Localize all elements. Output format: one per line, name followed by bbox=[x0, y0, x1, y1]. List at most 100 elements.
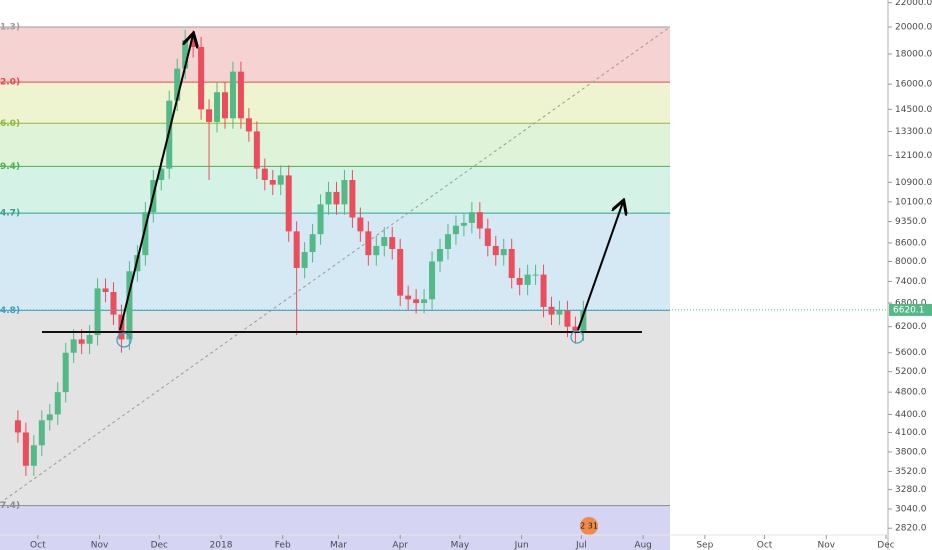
candle-body bbox=[14, 420, 21, 433]
y-tick-label: 3040.0 bbox=[895, 505, 927, 515]
candle-body bbox=[444, 234, 451, 249]
x-tick-label: Oct bbox=[30, 541, 46, 550]
price-axis bbox=[888, 0, 932, 550]
circle-marker bbox=[116, 332, 132, 348]
y-tick-label: 3800.0 bbox=[895, 447, 927, 457]
candle-body bbox=[468, 212, 475, 223]
candle-body bbox=[556, 310, 563, 315]
x-tick-label: Jul bbox=[575, 541, 587, 550]
candle-body bbox=[126, 271, 133, 340]
y-tick-label: 14500.0 bbox=[895, 105, 932, 115]
candle-body bbox=[429, 261, 436, 300]
candle-body bbox=[508, 248, 515, 278]
candle-body bbox=[421, 299, 428, 304]
candle-body bbox=[405, 295, 412, 300]
x-tick-label: Feb bbox=[275, 541, 291, 550]
x-tick-label: Dec bbox=[151, 541, 168, 550]
circle-marker bbox=[570, 330, 584, 344]
candle-body bbox=[142, 212, 149, 256]
badge-icon[interactable] bbox=[580, 517, 598, 535]
x-tick-label: Nov bbox=[817, 541, 835, 550]
candle-body bbox=[182, 40, 189, 69]
candle-body bbox=[333, 191, 340, 205]
y-tick-label: 9350.0 bbox=[895, 217, 927, 227]
fib-band bbox=[0, 82, 670, 124]
x-tick-label: 2018 bbox=[210, 541, 233, 550]
candle-body bbox=[492, 245, 499, 256]
y-tick-label: 5200.0 bbox=[895, 367, 927, 377]
fib-label: 6.0) bbox=[0, 119, 20, 129]
candle-body bbox=[532, 274, 539, 276]
y-tick-label: 4100.0 bbox=[895, 428, 927, 438]
candles bbox=[0, 29, 888, 476]
candle-body bbox=[38, 420, 45, 446]
candle-body bbox=[452, 225, 459, 235]
candle-body bbox=[317, 204, 324, 235]
fib-label: 4.7) bbox=[0, 209, 20, 219]
x-tick-label: Sep bbox=[696, 541, 713, 550]
candle-body bbox=[437, 248, 444, 262]
candle-body bbox=[86, 335, 93, 344]
y-tick-label: 13300.0 bbox=[895, 127, 932, 137]
candle-body bbox=[54, 392, 61, 415]
candle-body bbox=[564, 310, 571, 327]
fib-band bbox=[0, 310, 670, 506]
candle-body bbox=[293, 231, 300, 268]
fib-bands: 1.3) 2.0) 6.0) 9.4) 4.7) 4.8) 7.4) bbox=[0, 23, 670, 550]
fib-label: 4.8) bbox=[0, 306, 20, 316]
candle-body bbox=[277, 175, 284, 185]
fib-label: 1.3) bbox=[0, 23, 20, 33]
x-tick-label: Mar bbox=[330, 541, 347, 550]
candle-body bbox=[62, 352, 69, 393]
candle-body bbox=[30, 445, 37, 466]
axes: 22000.0 20000.0 18000.0 16000.0 14500.0 13300… bbox=[30, 0, 932, 550]
candle-body bbox=[572, 326, 579, 331]
y-tick-label: 10100.0 bbox=[895, 197, 932, 207]
candle-body bbox=[500, 248, 507, 256]
y-tick-label: 22000.0 bbox=[895, 0, 932, 8]
candle-body bbox=[516, 277, 523, 285]
candle-body bbox=[206, 109, 213, 122]
y-tick-label: 4400.0 bbox=[895, 410, 927, 420]
fib-band bbox=[0, 166, 670, 214]
fib-band bbox=[0, 27, 670, 83]
candle-body bbox=[46, 414, 53, 421]
candle-body bbox=[221, 92, 228, 119]
y-tick-label: 3520.0 bbox=[895, 467, 927, 477]
candle-body bbox=[484, 228, 491, 246]
candle-body bbox=[285, 175, 292, 232]
candle-body bbox=[580, 310, 587, 331]
candle-body bbox=[548, 306, 555, 315]
candle-body bbox=[214, 92, 221, 122]
y-tick-label: 4800.0 bbox=[895, 388, 927, 398]
candle-body bbox=[78, 339, 85, 344]
candle-body bbox=[349, 179, 356, 218]
y-tick-label: 3280.0 bbox=[895, 485, 927, 495]
y-tick-label: 8000.0 bbox=[895, 257, 927, 267]
x-tick-label: Apr bbox=[392, 541, 408, 550]
candle-body bbox=[309, 234, 316, 253]
candle-body bbox=[524, 274, 531, 285]
candle-body bbox=[70, 339, 77, 353]
candle-body bbox=[261, 168, 268, 180]
candle-body bbox=[397, 248, 404, 296]
candle-body bbox=[460, 222, 467, 226]
candle-body bbox=[198, 46, 205, 110]
candle-body bbox=[229, 71, 236, 119]
trend-line bbox=[0, 26, 671, 504]
fib-band bbox=[0, 123, 670, 167]
y-tick-label: 7400.0 bbox=[895, 277, 927, 287]
fib-label: 2.0) bbox=[0, 78, 20, 88]
y-tick-label: 5600.0 bbox=[895, 348, 927, 358]
y-tick-label: 12100.0 bbox=[895, 151, 932, 161]
candle-body bbox=[22, 432, 29, 466]
candle-body bbox=[301, 252, 308, 268]
last-price-label: 6620.1 bbox=[893, 305, 925, 315]
y-tick-label: 2820.0 bbox=[895, 524, 927, 534]
candle-body bbox=[381, 237, 388, 246]
badge[interactable]: 2 31 bbox=[580, 522, 598, 531]
candle-body bbox=[102, 288, 109, 293]
candle-body bbox=[413, 299, 420, 304]
x-tick-label: Oct bbox=[757, 541, 773, 550]
